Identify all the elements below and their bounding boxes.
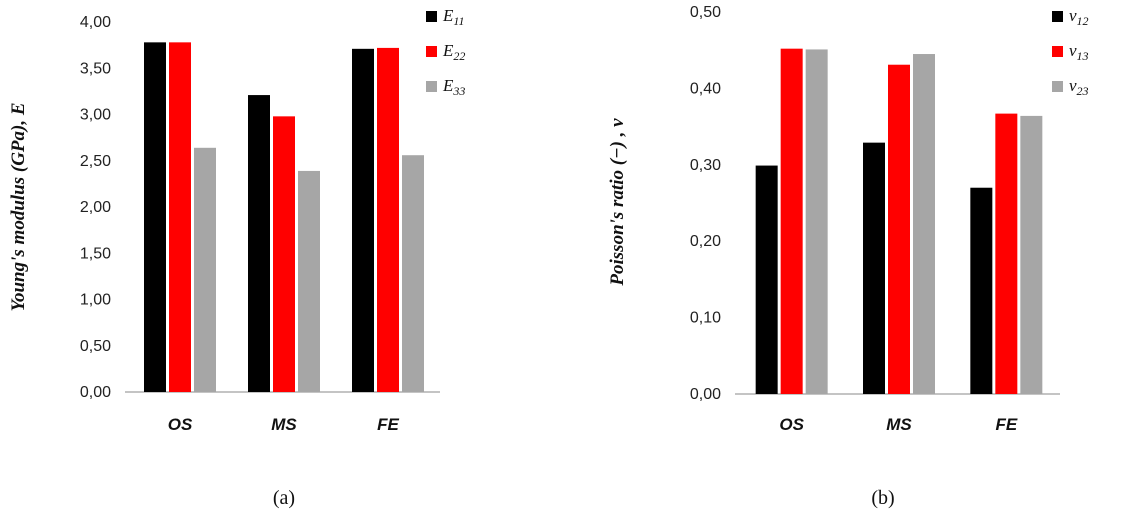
x-category-label: FE [995, 415, 1017, 434]
x-category-label: OS [779, 415, 804, 434]
y-tick-label: 0,30 [690, 157, 721, 174]
legend-swatch [426, 46, 437, 57]
bar-ms-series-3 [913, 54, 935, 395]
y-tick-label: 0,00 [80, 384, 111, 401]
y-tick-label: 0,00 [690, 386, 721, 403]
legend-entry: E11 [442, 6, 465, 28]
x-category-label: FE [377, 415, 399, 434]
x-category-label: MS [886, 415, 912, 434]
y-tick-label: 3,50 [80, 60, 111, 77]
y-tick-label: 0,20 [690, 233, 721, 250]
y-tick-label: 2,50 [80, 153, 111, 170]
y-tick-label: 2,00 [80, 199, 111, 216]
legend-swatch [1052, 11, 1063, 22]
legend-swatch [426, 11, 437, 22]
bar-ms-series-2 [888, 64, 910, 394]
bar-os-series-1 [144, 42, 166, 392]
y-tick-label: 4,00 [80, 14, 111, 31]
bar-os-series-2 [169, 42, 191, 392]
x-category-label: OS [168, 415, 193, 434]
bar-fe-series-3 [1020, 115, 1043, 395]
y-axis-title: Poisson's ratio (−) , ν [607, 118, 628, 287]
y-tick-label: 0,10 [690, 310, 721, 327]
panel-label: (a) [273, 487, 295, 509]
bar-ms-series-3 [298, 170, 320, 392]
chart-panel-a: 0,00 0,50 1,00 1,50 2,00 2,50 3,00 3,50 4,00 OS MS… [8, 6, 465, 509]
bar-fe-series-3 [402, 155, 424, 392]
bar-os-series-3 [805, 49, 828, 394]
legend-entry: E33 [442, 76, 465, 98]
bar-ms-series-2 [273, 116, 295, 392]
legend-entry: ν23 [1069, 76, 1089, 98]
legend-swatch [1052, 81, 1063, 92]
bar-fe-series-2 [995, 113, 1018, 394]
bar-os-series-2 [780, 48, 803, 395]
bar-ms-series-1 [863, 142, 885, 394]
bar-os-series-3 [194, 147, 216, 392]
legend-swatch [1052, 46, 1063, 57]
y-tick-label: 0,40 [690, 80, 721, 97]
y-tick-label: 0,50 [80, 338, 111, 355]
legend-entry: ν12 [1069, 6, 1089, 28]
legend-entry: E22 [442, 41, 465, 63]
legend-swatch [426, 81, 437, 92]
x-category-label: MS [271, 415, 297, 434]
bar-fe-series-1 [970, 187, 993, 394]
bar-ms-series-1 [248, 95, 270, 392]
y-tick-label: 0,50 [690, 4, 721, 21]
chart-panel-b: 0,00 0,10 0,20 0,30 0,40 0,50 OS MS FE Poisson's … [607, 4, 1089, 509]
y-tick-label: 1,50 [80, 245, 111, 262]
y-tick-label: 3,00 [80, 107, 111, 124]
bar-fe-series-1 [352, 48, 374, 392]
y-axis-title: Young's modulus (GPa), E [8, 102, 29, 311]
legend-entry: ν13 [1069, 41, 1089, 63]
bar-os-series-1 [755, 165, 778, 394]
y-tick-label: 1,00 [80, 292, 111, 309]
panel-label: (b) [871, 487, 894, 509]
bar-fe-series-2 [377, 47, 399, 393]
